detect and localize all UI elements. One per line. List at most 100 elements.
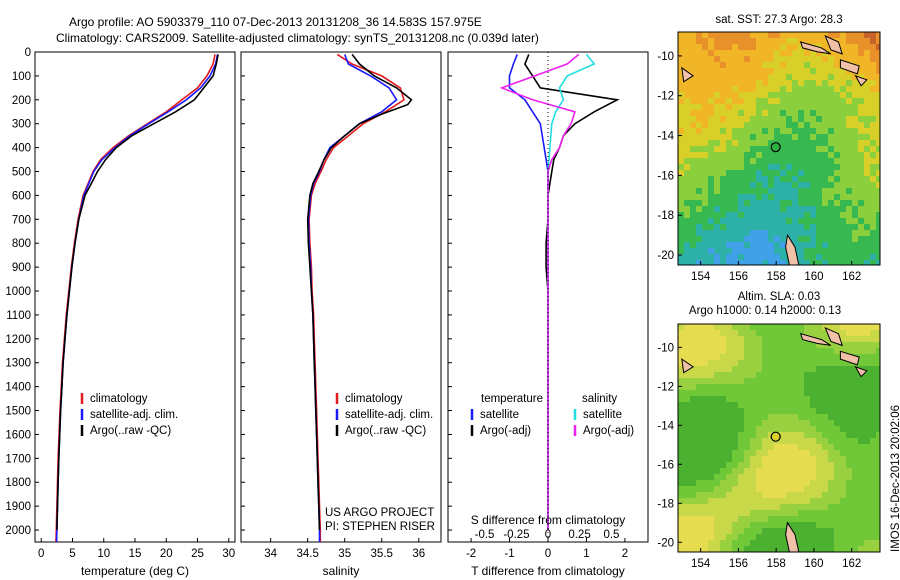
map-cell bbox=[756, 546, 762, 552]
map-cell bbox=[708, 354, 714, 360]
map-cell bbox=[708, 80, 714, 86]
map-cell bbox=[744, 224, 750, 230]
map-cell bbox=[804, 480, 810, 486]
map-cell bbox=[756, 444, 762, 450]
map-cell bbox=[720, 110, 726, 116]
legend-entry: climatology bbox=[345, 393, 403, 405]
map-cell bbox=[774, 242, 780, 248]
map-cell bbox=[732, 80, 738, 86]
map-cell bbox=[690, 516, 696, 522]
map-cell bbox=[708, 158, 714, 164]
map-cell bbox=[738, 206, 744, 212]
map-cell bbox=[756, 128, 762, 134]
map-cell bbox=[762, 480, 768, 486]
y-tick-label: 1300 bbox=[5, 358, 31, 370]
map-cell bbox=[726, 330, 732, 336]
map-cell bbox=[870, 468, 876, 474]
map-cell bbox=[780, 396, 786, 402]
map-cell bbox=[732, 248, 738, 254]
map-cell bbox=[846, 164, 852, 170]
map-cell bbox=[786, 360, 792, 366]
map-cell bbox=[750, 50, 756, 56]
map-cell bbox=[678, 62, 684, 68]
map-cell bbox=[828, 158, 834, 164]
map-cell bbox=[738, 134, 744, 140]
map-cell bbox=[780, 456, 786, 462]
map-cell bbox=[858, 242, 864, 248]
map-cell bbox=[726, 468, 732, 474]
map-cell bbox=[750, 152, 756, 158]
map-cell bbox=[702, 474, 708, 480]
map-cell bbox=[696, 450, 702, 456]
map-cell bbox=[786, 348, 792, 354]
map-cell bbox=[684, 378, 690, 384]
map-cell bbox=[768, 194, 774, 200]
x-tick-label: 160 bbox=[804, 271, 823, 283]
map-cell bbox=[846, 218, 852, 224]
map-cell bbox=[762, 32, 768, 38]
map-cell bbox=[678, 546, 684, 552]
map-cell bbox=[702, 92, 708, 98]
map-cell bbox=[750, 146, 756, 152]
map-cell bbox=[750, 414, 756, 420]
map-cell bbox=[864, 336, 870, 342]
map-cell bbox=[768, 242, 774, 248]
map-cell bbox=[708, 366, 714, 372]
map-cell bbox=[858, 462, 864, 468]
map-cell bbox=[864, 32, 870, 38]
map-cell bbox=[828, 492, 834, 498]
map-cell bbox=[720, 86, 726, 92]
map-cell bbox=[744, 378, 750, 384]
map-cell bbox=[702, 32, 708, 38]
map-cell bbox=[768, 98, 774, 104]
map-cell bbox=[774, 50, 780, 56]
map-cell bbox=[708, 444, 714, 450]
x-tick-label: 0 bbox=[545, 548, 551, 560]
map-cell bbox=[810, 498, 816, 504]
map-cell bbox=[876, 480, 880, 486]
map-cell bbox=[750, 74, 756, 80]
map-cell bbox=[870, 426, 876, 432]
map-cell bbox=[786, 38, 792, 44]
map-cell bbox=[786, 110, 792, 116]
map-cell bbox=[864, 444, 870, 450]
map-cell bbox=[798, 212, 804, 218]
map-cell bbox=[678, 324, 684, 330]
map-cell bbox=[840, 546, 846, 552]
map-cell bbox=[822, 492, 828, 498]
map-cell bbox=[816, 134, 822, 140]
map-cell bbox=[762, 498, 768, 504]
map-cell bbox=[858, 146, 864, 152]
map-cell bbox=[804, 146, 810, 152]
map-cell bbox=[822, 242, 828, 248]
map-cell bbox=[768, 38, 774, 44]
map-cell bbox=[726, 480, 732, 486]
map-cell bbox=[732, 522, 738, 528]
map-cell bbox=[828, 546, 834, 552]
map-cell bbox=[810, 38, 816, 44]
map-cell bbox=[690, 444, 696, 450]
map-cell bbox=[678, 218, 684, 224]
map-cell bbox=[720, 128, 726, 134]
map-cell bbox=[696, 140, 702, 146]
map-cell bbox=[816, 200, 822, 206]
map-cell bbox=[726, 68, 732, 74]
map-cell bbox=[702, 486, 708, 492]
map-cell bbox=[774, 336, 780, 342]
map-cell bbox=[828, 354, 834, 360]
map-cell bbox=[726, 354, 732, 360]
map-cell bbox=[810, 164, 816, 170]
map-cell bbox=[858, 170, 864, 176]
map-cell bbox=[774, 236, 780, 242]
map-cell bbox=[822, 224, 828, 230]
map-cell bbox=[750, 122, 756, 128]
map-cell bbox=[762, 522, 768, 528]
map-cell bbox=[750, 194, 756, 200]
legend-entry: Argo(..raw -QC) bbox=[345, 425, 426, 437]
map-cell bbox=[678, 408, 684, 414]
map-cell bbox=[696, 74, 702, 80]
map-cell bbox=[762, 456, 768, 462]
map-cell bbox=[750, 372, 756, 378]
island-coastline bbox=[854, 365, 868, 378]
map-cell bbox=[678, 254, 684, 260]
